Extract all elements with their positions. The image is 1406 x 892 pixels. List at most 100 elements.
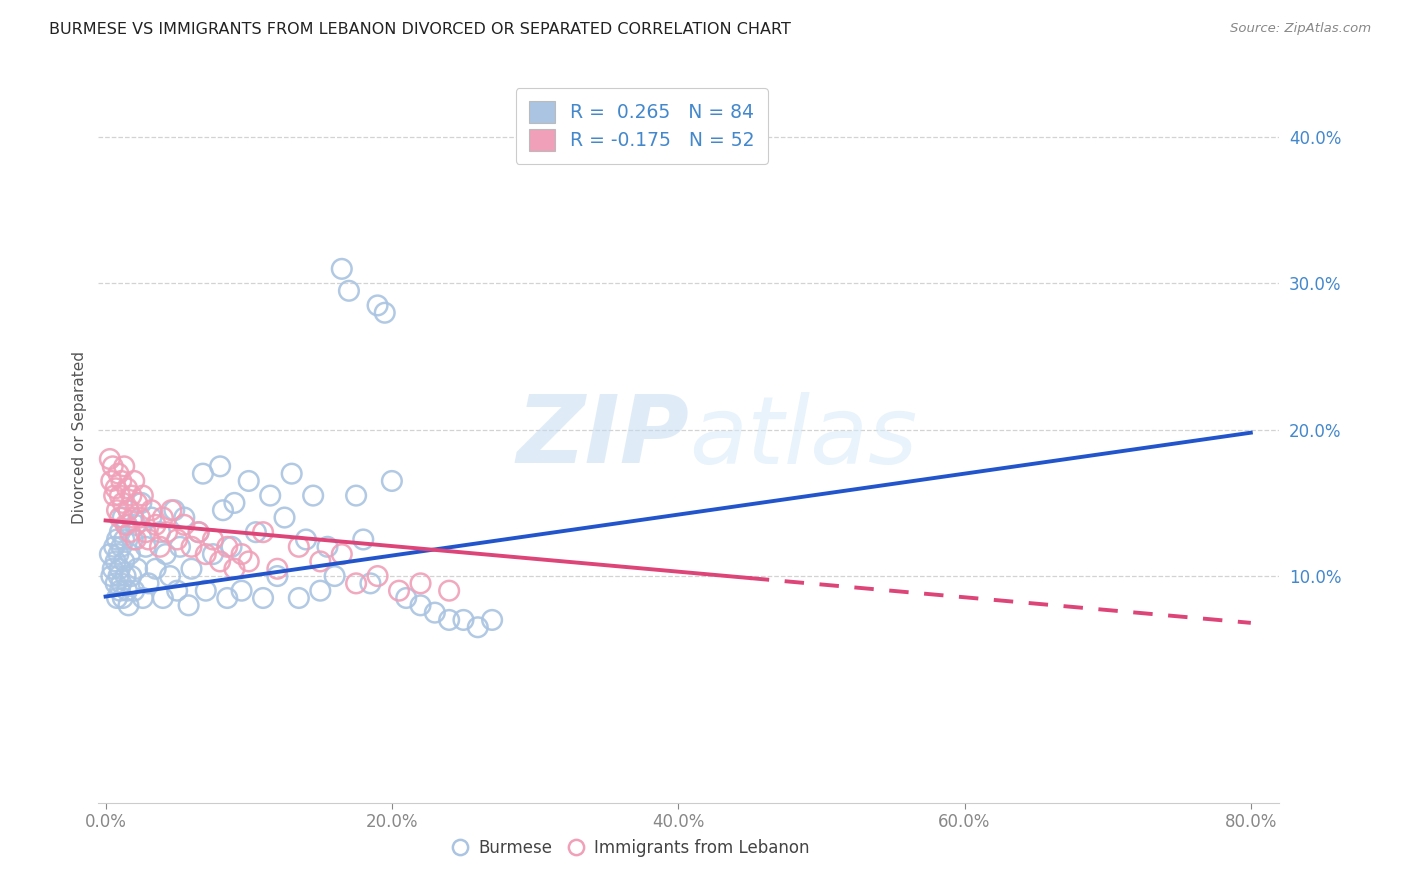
- Point: [367, 569, 389, 583]
- Point: [423, 606, 446, 620]
- Point: [115, 583, 138, 598]
- Point: [224, 562, 246, 576]
- Point: [344, 489, 367, 503]
- Point: [302, 489, 325, 503]
- Point: [108, 562, 131, 576]
- Point: [117, 599, 139, 613]
- Point: [112, 459, 135, 474]
- Point: [121, 510, 143, 524]
- Point: [169, 540, 191, 554]
- Point: [187, 525, 209, 540]
- Point: [138, 533, 160, 547]
- Point: [120, 489, 142, 503]
- Point: [280, 467, 302, 481]
- Point: [224, 496, 246, 510]
- Point: [122, 474, 145, 488]
- Point: [191, 467, 214, 481]
- Point: [138, 576, 160, 591]
- Point: [359, 576, 381, 591]
- Point: [266, 569, 288, 583]
- Point: [309, 583, 332, 598]
- Point: [111, 510, 134, 524]
- Point: [110, 540, 132, 554]
- Point: [231, 547, 253, 561]
- Point: [330, 261, 353, 276]
- Point: [252, 525, 274, 540]
- Point: [108, 583, 131, 598]
- Point: [252, 591, 274, 605]
- Point: [288, 591, 311, 605]
- Point: [337, 284, 360, 298]
- Point: [100, 474, 122, 488]
- Point: [132, 489, 155, 503]
- Point: [217, 591, 239, 605]
- Point: [125, 562, 148, 576]
- Point: [367, 298, 389, 312]
- Point: [180, 540, 202, 554]
- Point: [121, 533, 143, 547]
- Point: [118, 547, 141, 561]
- Point: [108, 489, 131, 503]
- Point: [104, 554, 127, 568]
- Point: [159, 569, 181, 583]
- Point: [245, 525, 267, 540]
- Point: [111, 496, 134, 510]
- Point: [330, 547, 353, 561]
- Point: [105, 533, 128, 547]
- Point: [101, 562, 124, 576]
- Point: [112, 554, 135, 568]
- Point: [437, 613, 460, 627]
- Point: [105, 591, 128, 605]
- Point: [374, 306, 396, 320]
- Point: [201, 547, 224, 561]
- Point: [152, 510, 174, 524]
- Point: [149, 525, 172, 540]
- Point: [132, 591, 155, 605]
- Point: [194, 583, 217, 598]
- Point: [100, 569, 122, 583]
- Point: [104, 481, 127, 495]
- Point: [231, 583, 253, 598]
- Y-axis label: Divorced or Separated: Divorced or Separated: [72, 351, 87, 524]
- Point: [209, 459, 232, 474]
- Point: [259, 489, 281, 503]
- Point: [107, 569, 129, 583]
- Point: [156, 525, 179, 540]
- Point: [166, 583, 188, 598]
- Point: [145, 562, 167, 576]
- Point: [124, 517, 146, 532]
- Point: [481, 613, 503, 627]
- Point: [98, 452, 121, 467]
- Point: [437, 583, 460, 598]
- Point: [395, 591, 418, 605]
- Point: [155, 547, 177, 561]
- Point: [145, 517, 167, 532]
- Point: [409, 576, 432, 591]
- Point: [124, 533, 146, 547]
- Point: [273, 510, 295, 524]
- Point: [115, 481, 138, 495]
- Point: [316, 540, 339, 554]
- Point: [120, 569, 142, 583]
- Point: [221, 540, 243, 554]
- Point: [110, 576, 132, 591]
- Point: [108, 525, 131, 540]
- Point: [118, 525, 141, 540]
- Point: [166, 533, 188, 547]
- Legend: Burmese, Immigrants from Lebanon: Burmese, Immigrants from Lebanon: [443, 832, 817, 864]
- Point: [101, 459, 124, 474]
- Point: [352, 533, 374, 547]
- Point: [135, 540, 157, 554]
- Point: [212, 503, 235, 517]
- Point: [194, 547, 217, 561]
- Point: [173, 517, 195, 532]
- Point: [122, 583, 145, 598]
- Point: [141, 503, 163, 517]
- Point: [323, 569, 346, 583]
- Point: [135, 525, 157, 540]
- Text: atlas: atlas: [689, 392, 917, 483]
- Point: [107, 547, 129, 561]
- Point: [152, 591, 174, 605]
- Point: [381, 474, 404, 488]
- Point: [117, 503, 139, 517]
